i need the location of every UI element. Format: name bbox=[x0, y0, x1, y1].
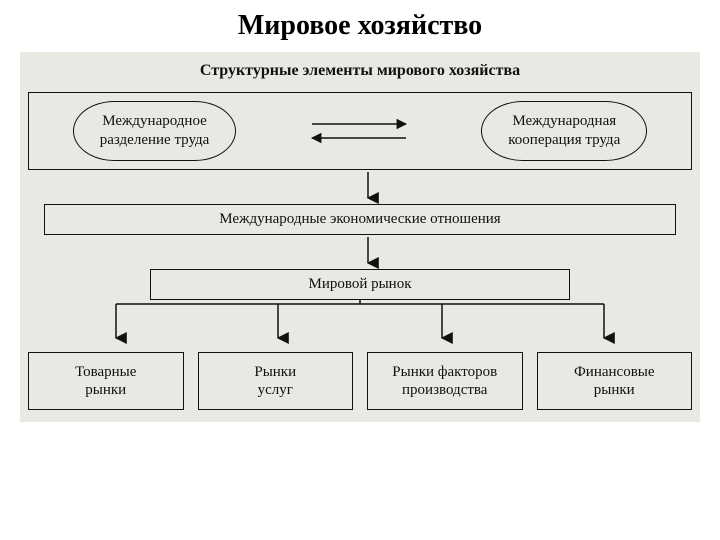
arrow-l1-l2 bbox=[28, 170, 708, 204]
node-intl-labor-cooperation: Международнаякооперация труда bbox=[481, 101, 647, 161]
node-world-market: Мировой рынок bbox=[150, 269, 570, 300]
node-service-markets: Рынкиуслуг bbox=[198, 352, 354, 410]
node-financial-markets: Финансовыерынки bbox=[537, 352, 693, 410]
arrow-l2-l3 bbox=[28, 235, 708, 269]
fanout-arrows bbox=[30, 300, 690, 344]
node-intl-economic-relations: Международные экономические отношения bbox=[44, 204, 677, 235]
diagram-subheader: Структурные элементы мирового хозяйства bbox=[28, 62, 692, 80]
node-intl-division-of-labor: Международноеразделение труда bbox=[73, 101, 237, 161]
node-commodity-markets: Товарныерынки bbox=[28, 352, 184, 410]
bidirectional-arrows bbox=[304, 111, 414, 151]
level4-row: Товарныерынки Рынкиуслуг Рынки факторовп… bbox=[28, 352, 692, 410]
slide-title: Мировое хозяйство bbox=[0, 0, 720, 48]
level1-frame: Международноеразделение труда Международ… bbox=[28, 92, 692, 170]
node-factor-markets: Рынки факторовпроизводства bbox=[367, 352, 523, 410]
diagram-container: Структурные элементы мирового хозяйства … bbox=[20, 52, 700, 422]
